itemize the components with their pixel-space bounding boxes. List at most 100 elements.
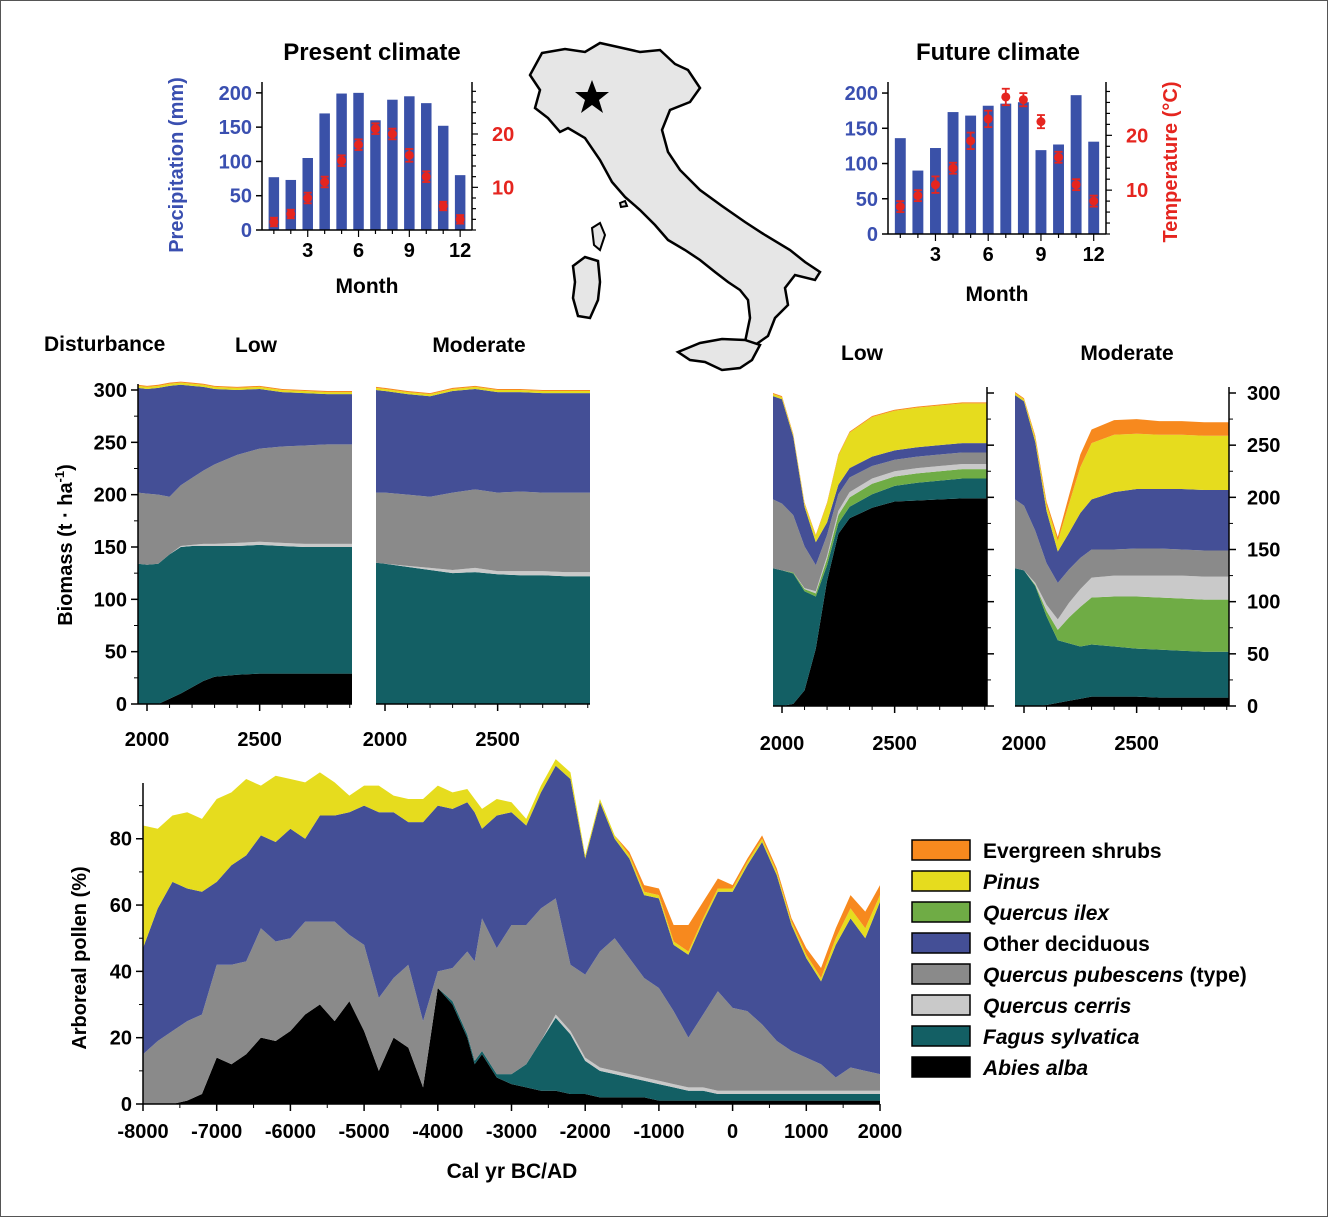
present-climate-title: Present climate: [283, 39, 460, 66]
area-other-deciduous: [138, 384, 352, 497]
y-tick-label: 50: [856, 189, 878, 211]
area-quercus-pubescens-type: [138, 444, 352, 565]
y-tick-label: 100: [845, 154, 878, 176]
temp-point-m9: [404, 150, 414, 160]
y-tick-label: 200: [845, 83, 878, 105]
area-pinus: [138, 382, 352, 395]
temp-point-m4: [948, 163, 958, 173]
area-pinus: [1015, 393, 1229, 552]
area-evergreen-shrubs: [376, 385, 590, 395]
legend-swatch-evergreen-shrubs: [911, 839, 971, 861]
area-quercus-cerris: [1015, 568, 1229, 630]
area-quercus-cerris: [138, 541, 352, 565]
precip-bar-m1: [894, 138, 906, 234]
future-month-label: Month: [966, 283, 1029, 306]
disturbance-label: Disturbance: [44, 333, 165, 356]
legend-swatch-pinus: [911, 870, 971, 892]
x-tick-label: 2000: [363, 729, 408, 751]
x-tick-label: 2000: [125, 729, 170, 751]
temp-point-m8: [387, 129, 397, 139]
temp-point-m2: [913, 191, 923, 201]
precip-bar-m6: [353, 92, 364, 230]
area-evergreen-shrubs: [138, 381, 352, 393]
legend-label-fagus-sylvatica: Fagus sylvatica: [983, 1026, 1140, 1049]
temp-point-m12: [1089, 196, 1099, 206]
x-tick-label: 12: [449, 240, 471, 262]
y2-tick-label: 10: [1126, 180, 1148, 202]
area-quercus-pubescens-type: [376, 489, 590, 573]
y-tick-label: 250: [94, 432, 127, 454]
precip-bar-m9: [404, 96, 415, 231]
legend-label-quercus-ilex: Quercus ilex: [983, 902, 1110, 925]
y-tick-label: 150: [219, 117, 252, 139]
biomass-axis-label: Biomass (t · ha-1): [52, 464, 77, 626]
x-tick-label: -8000: [117, 1121, 168, 1143]
x-tick-label: 2500: [1114, 733, 1159, 755]
temp-point-m4: [320, 177, 330, 187]
y-tick-label: 0: [867, 224, 878, 246]
temp-point-m5: [966, 136, 976, 146]
y-tick-label: 200: [94, 485, 127, 507]
present-low-title: Low: [235, 334, 278, 357]
temp-point-m11: [1071, 180, 1081, 190]
x-tick-label: 12: [1083, 244, 1105, 266]
area-pinus: [143, 759, 880, 982]
area-other-deciduous: [143, 765, 880, 1078]
y-tick-label: 100: [219, 151, 252, 173]
x-tick-label: -4000: [412, 1121, 463, 1143]
x-tick-label: 6: [353, 240, 364, 262]
temp-point-m11: [438, 201, 448, 211]
x-tick-label: 9: [1035, 244, 1046, 266]
y-tick-label: 150: [1247, 540, 1280, 562]
x-tick-label: 1000: [784, 1121, 829, 1143]
y-tick-label: 300: [1247, 383, 1280, 405]
precip-bar-m8: [387, 99, 398, 230]
precip-bar-m6: [982, 105, 994, 234]
temp-point-m12: [455, 214, 465, 224]
temp-point-m10: [421, 172, 431, 182]
corsica: [590, 221, 607, 252]
precip-bar-m2: [285, 179, 297, 230]
area-fagus-sylvatica: [143, 987, 880, 1104]
temp-point-m8: [1018, 95, 1028, 105]
y-tick-label: 50: [1247, 644, 1269, 666]
future-climate-title: Future climate: [916, 39, 1080, 66]
y-tick-label: 200: [1247, 487, 1280, 509]
y-tick-label: 100: [94, 589, 127, 611]
y-tick-label: 50: [230, 186, 252, 208]
temp-point-m1: [269, 217, 279, 227]
y-tick-label: 0: [116, 694, 127, 716]
biomass-future-low-panel: 2000 2500: [760, 387, 994, 755]
area-evergreen-shrubs: [143, 759, 880, 978]
x-tick-label: -2000: [560, 1121, 611, 1143]
italy-mainland: [528, 41, 822, 347]
x-tick-label: 6: [983, 244, 994, 266]
area-fagus-sylvatica: [773, 478, 987, 706]
area-pinus: [773, 394, 987, 543]
legend-label-abies-alba: Abies alba: [982, 1057, 1088, 1080]
area-quercus-pubescens-type: [143, 898, 880, 1104]
pollen-axis-label: Arboreal pollen (%): [69, 866, 91, 1049]
legend-label-quercus-pubescens: Quercus pubescens (type): [983, 964, 1247, 987]
area-fagus-sylvatica: [138, 544, 352, 704]
sardinia: [571, 255, 602, 320]
precip-bar-m7: [1000, 103, 1012, 234]
area-quercus-ilex: [1015, 568, 1229, 652]
y-tick-label: 50: [105, 642, 127, 664]
precip-bar-m4: [319, 113, 330, 230]
arboreal-pollen-panel: 0 20 40 60 80 -8000 -7000 -6000 -5000 -4000 -3000 -…: [110, 759, 902, 1143]
temp-point-m7: [1001, 92, 1011, 102]
temp-point-m10: [1054, 152, 1064, 162]
x-tick-label: 0: [727, 1121, 738, 1143]
area-quercus-ilex: [773, 469, 987, 597]
area-quercus-cerris: [143, 987, 880, 1104]
y-tick-label: 40: [110, 961, 132, 983]
temp-point-m3: [303, 193, 313, 203]
y-tick-label: 300: [94, 380, 127, 402]
precip-bar-m1: [268, 177, 280, 230]
present-moderate-title: Moderate: [432, 334, 525, 357]
x-tick-label: -7000: [191, 1121, 242, 1143]
future-climate-panel: 0 50 100 150 200 10 20 3 6 9 12: [845, 82, 1148, 266]
